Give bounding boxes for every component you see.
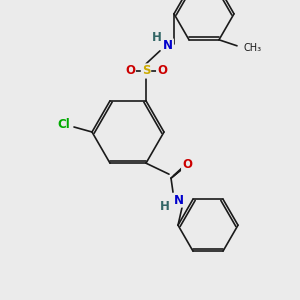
Text: CH₃: CH₃: [243, 43, 261, 53]
Text: O: O: [157, 64, 167, 77]
Text: O: O: [182, 158, 192, 171]
Text: Cl: Cl: [58, 118, 70, 130]
Text: H: H: [160, 200, 170, 213]
Text: O: O: [125, 64, 135, 77]
Text: N: N: [174, 194, 184, 207]
Text: H: H: [152, 31, 162, 44]
Text: N: N: [163, 39, 173, 52]
Text: S: S: [142, 64, 150, 77]
